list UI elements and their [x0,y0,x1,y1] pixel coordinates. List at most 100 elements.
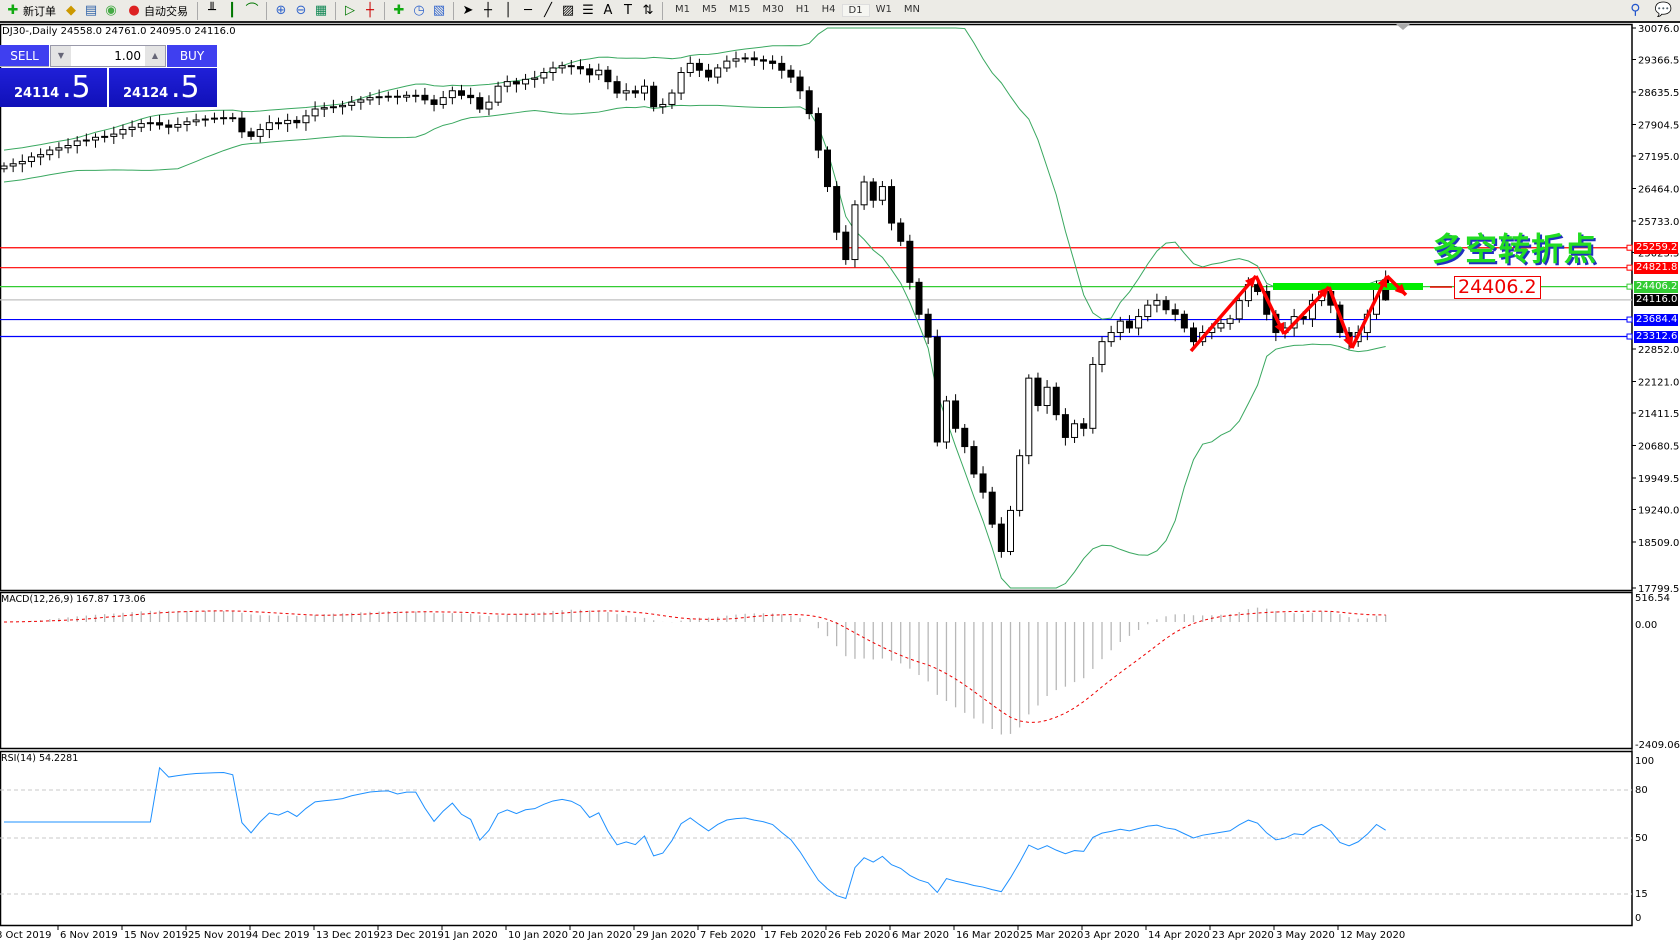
timeframe-w1[interactable]: W1 [875,4,892,15]
candle-bullish [183,121,191,126]
fibo-channel-icon[interactable]: ▨ [561,2,575,18]
sell-price-box[interactable]: 24114.5 [0,68,107,107]
candle-bearish [705,69,713,78]
chart-shift-icon[interactable]: ┼ [366,2,374,18]
macd-label: MACD(12,26,9) 167.87 173.06 [1,594,146,605]
candle-bearish [275,122,282,125]
text-label-icon[interactable]: T [624,2,632,18]
line-chart-icon[interactable]: ⌒ [245,2,259,18]
candle-bearish [750,57,758,61]
vertical-line-icon[interactable]: │ [504,2,512,18]
lot-increase-button[interactable]: ▲ [145,46,165,66]
fibo-icon[interactable]: ☰ [582,2,594,18]
date-axis-label: 26 Feb 2020 [828,930,890,941]
bar-chart-icon[interactable]: ╨ [208,2,216,18]
crosshair-icon[interactable]: ┼ [484,2,492,18]
candle-bearish [1052,386,1060,416]
candle-bullish [92,136,99,141]
macd-signal-line [3,610,1386,723]
buy-price-box[interactable]: 24124.5 [109,68,217,107]
market-watch-icon[interactable]: ◆ [66,2,76,18]
sell-button[interactable]: SELL [0,45,49,67]
tile-windows-icon[interactable]: ▦ [314,2,328,18]
timeframe-mn[interactable]: MN [903,4,920,15]
lot-size-input[interactable] [71,46,145,66]
macd-axis-label: 516.54 [1635,593,1670,604]
annotation-price-label[interactable]: 24406.2 [1454,276,1541,299]
timeframe-m15[interactable]: M15 [729,4,751,15]
candle-bearish [933,336,941,443]
candle-bullish [64,145,72,149]
price-level-label: 23684.4 [1634,313,1678,326]
candle-bearish [824,149,831,188]
new-order-button[interactable]: ✚ 新订单 [2,1,59,21]
timeframe-m30[interactable]: M30 [762,4,784,15]
candle-bullish [485,101,493,110]
price-axis-label: 19949.5 [1638,474,1679,485]
cursor-icon[interactable]: ➤ [462,2,474,18]
candle-bullish [659,103,667,108]
arrow-segment [1350,275,1389,349]
templates-icon[interactable]: ▧ [432,2,446,18]
candlestick-icon[interactable]: ┃ [228,2,236,18]
timeframe-h1[interactable]: H1 [795,4,810,15]
candle-bearish [512,81,520,85]
signal-icon[interactable]: ◉ [105,2,117,18]
auto-trading-button[interactable]: ● 自动交易 [123,1,191,21]
date-axis-label: 1 Jan 2020 [444,930,498,941]
timeframe-m1[interactable]: M1 [675,4,690,15]
sell-price: 24114 [14,86,60,101]
periods-icon[interactable]: ◷ [413,2,425,18]
horizontal-line-icon[interactable]: ─ [524,2,532,18]
candle-bullish [55,147,63,151]
rsi-axis-label: 100 [1635,756,1654,767]
date-axis-label: 13 Dec 2019 [316,930,380,941]
search-icon[interactable]: ⚲ [1630,2,1641,18]
candle-bullish [284,119,292,125]
price-axis-label: 26464.0 [1638,185,1679,196]
toolbar-right: ⚲ 💬 [1630,2,1672,18]
price-axis-label: 17799.5 [1638,584,1679,595]
candle-bullish [73,140,81,147]
new-order-icon: ✚ [7,2,19,18]
candle-bullish [37,154,45,158]
date-axis-label: 7 Feb 2020 [700,930,756,941]
candle-bullish [1007,509,1014,552]
date-axis-label: 3 Apr 2020 [1084,930,1139,941]
lot-size-stepper[interactable]: ▼ ▲ [50,45,166,67]
candle-bullish [1116,320,1124,334]
timeframe-d1[interactable]: D1 [841,4,870,17]
candle-bullish [201,118,209,121]
auto-scroll-icon[interactable]: ▷ [345,2,355,18]
candle-bullish [366,97,374,101]
zoom-in-icon[interactable]: ⊕ [275,2,287,18]
candle-bullish [540,72,548,79]
navigator-icon[interactable]: ▤ [84,2,98,18]
candle-bullish [110,133,118,137]
date-axis-label: 3 May 2020 [1276,930,1335,941]
level-handle [1626,244,1633,251]
timeframe-h4[interactable]: H4 [821,4,836,15]
separator [335,1,336,20]
timeframe-m5[interactable]: M5 [702,4,717,15]
candle-bullish [1235,300,1243,320]
zoom-out-icon[interactable]: ⊖ [295,2,307,18]
indicators-icon[interactable]: ✚ [393,2,405,18]
lot-decrease-button[interactable]: ▼ [51,46,71,66]
buy-button[interactable]: BUY [167,45,217,67]
candle-bearish [1125,320,1133,329]
bollinger-upper-band [3,27,1386,320]
candle-bullish [860,181,868,206]
arrows-icon[interactable]: ⇅ [642,2,654,18]
candle-bullish [723,60,731,69]
chat-icon[interactable]: 💬 [1654,2,1672,18]
text-icon[interactable]: A [603,2,613,18]
candle-bullish [9,163,17,167]
candle-bearish [906,240,914,283]
candle-bullish [1098,341,1106,365]
candle-bearish [631,90,639,94]
candle-bullish [677,72,685,94]
candle-bearish [156,122,164,126]
trendline-icon[interactable]: ╱ [544,2,552,18]
